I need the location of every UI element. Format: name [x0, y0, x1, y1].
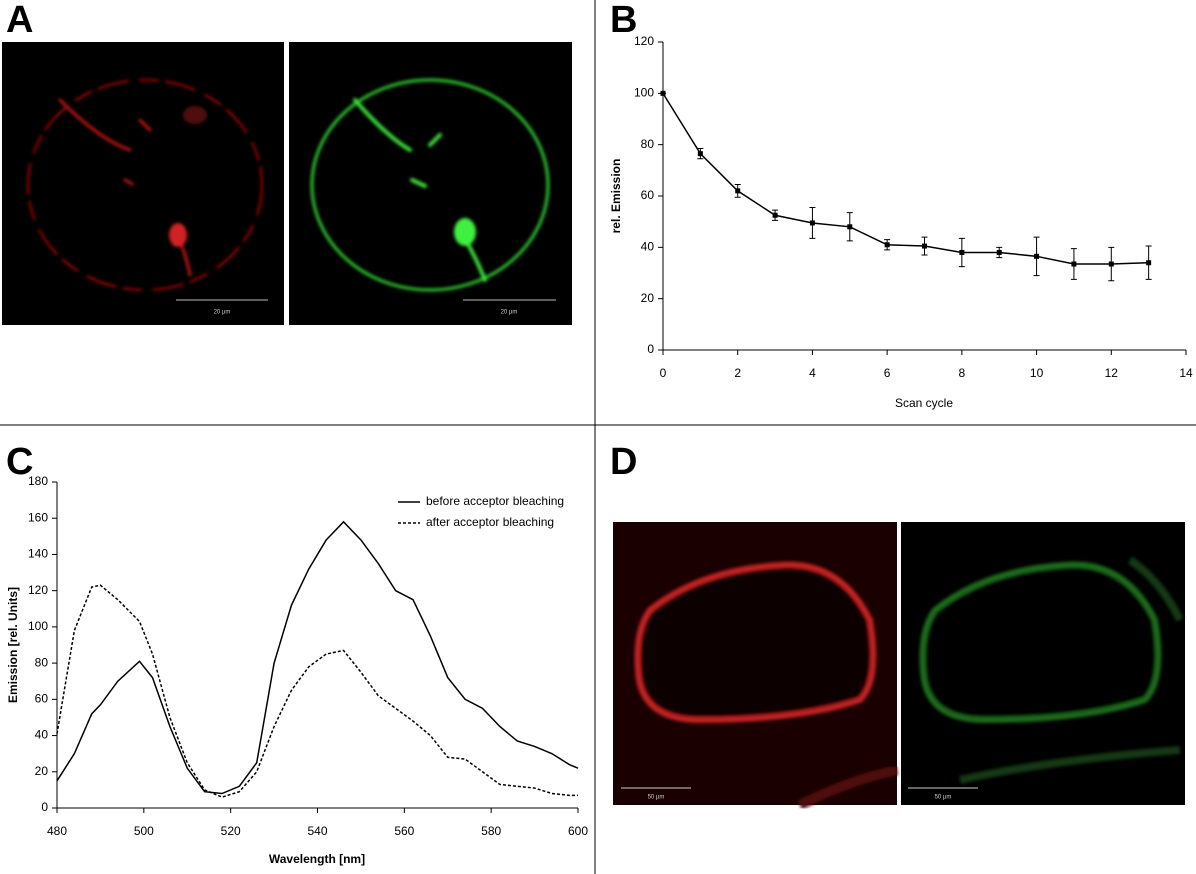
y-tick-label: 20	[35, 764, 49, 778]
x-tick-label: 10	[1030, 366, 1044, 380]
panel-label: C	[6, 441, 33, 483]
x-tick-label: 12	[1105, 366, 1119, 380]
marker	[884, 242, 890, 248]
x-tick-label: 2	[734, 366, 741, 380]
y-tick-label: 0	[41, 800, 48, 814]
x-tick-label: 500	[134, 824, 154, 838]
y-tick-label: 60	[641, 188, 655, 202]
line	[56, 584, 578, 798]
marker	[847, 224, 853, 230]
legend-label: before acceptor bleaching	[426, 494, 564, 508]
marker	[772, 212, 778, 218]
y-tick-label: 160	[28, 510, 48, 524]
micrograph-red	[2, 42, 284, 325]
y-tick-label: 100	[28, 619, 48, 633]
y-tick-label: 40	[641, 240, 655, 254]
x-tick-label: 4	[809, 366, 816, 380]
y-tick-label: 100	[634, 86, 654, 100]
y-tick-label: 80	[35, 655, 49, 669]
y-tick-label: 120	[28, 583, 48, 597]
x-tick-label: 520	[221, 824, 241, 838]
marker	[1034, 253, 1040, 259]
micrograph-red	[613, 522, 899, 810]
x-tick-label: 14	[1179, 366, 1193, 380]
y-tick-label: 180	[28, 474, 48, 488]
y-tick-label: 120	[634, 34, 654, 48]
marker	[1108, 261, 1114, 267]
y-tick-label: 0	[647, 342, 654, 356]
scale-bar-label: 50 µm	[935, 795, 952, 801]
x-tick-label: 480	[47, 824, 67, 838]
x-axis-title: Scan cycle	[895, 396, 953, 410]
marker	[660, 90, 666, 96]
marker	[735, 188, 741, 194]
marker	[996, 249, 1002, 255]
x-tick-label: 600	[568, 824, 588, 838]
y-tick-label: 80	[641, 137, 655, 151]
line	[56, 520, 579, 795]
marker	[959, 249, 965, 255]
micrograph-green	[289, 42, 572, 325]
y-tick-label: 40	[35, 728, 49, 742]
micrograph-green	[901, 522, 1185, 805]
scale-bar-label: 50 µm	[648, 795, 665, 801]
scale-bar-label: 20 µm	[214, 310, 231, 316]
marker	[1146, 260, 1152, 266]
x-tick-label: 580	[481, 824, 501, 838]
x-tick-label: 0	[660, 366, 667, 380]
panel-label: B	[610, 0, 637, 41]
marker	[922, 243, 927, 249]
x-tick-label: 6	[884, 366, 891, 380]
legend-label: after acceptor bleaching	[426, 515, 554, 529]
marker	[697, 151, 703, 157]
panel-label: D	[610, 441, 637, 483]
panel-label: A	[6, 0, 33, 41]
y-tick-label: 20	[641, 291, 655, 305]
x-tick-label: 540	[307, 824, 327, 838]
line	[662, 92, 1149, 265]
x-axis-title: Wavelength [nm]	[269, 852, 365, 866]
y-tick-label: 140	[28, 547, 48, 561]
marker	[809, 220, 815, 226]
x-tick-label: 560	[394, 824, 414, 838]
y-axis-title: rel. Emission	[609, 159, 623, 234]
x-tick-label: 8	[959, 366, 966, 380]
marker	[1071, 261, 1077, 267]
y-axis-title: Emission [rel. Units]	[6, 587, 20, 703]
scale-bar-label: 20 µm	[501, 310, 518, 316]
y-tick-label: 60	[35, 692, 49, 706]
